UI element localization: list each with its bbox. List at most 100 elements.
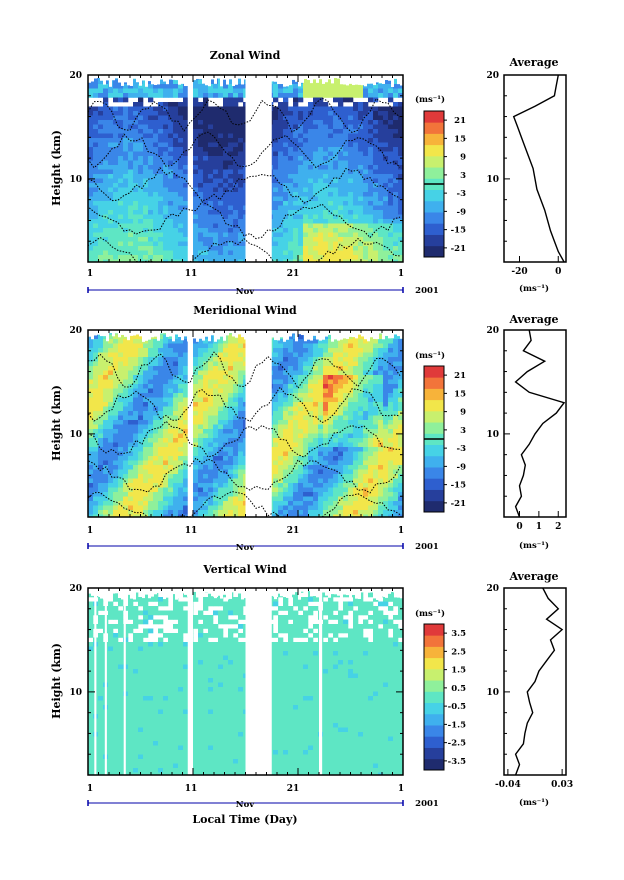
heatmap-cell	[168, 506, 173, 511]
heatmap-cell	[148, 89, 153, 94]
heatmap-cell	[293, 353, 298, 358]
heatmap-cell	[178, 353, 183, 358]
heatmap-cell	[283, 233, 288, 238]
heatmap-cell	[153, 192, 158, 197]
heatmap-cell	[183, 362, 188, 367]
heatmap-cell	[373, 165, 378, 170]
heatmap-cell	[353, 156, 358, 161]
heatmap-cell	[343, 233, 348, 238]
heatmap-cell	[308, 357, 313, 362]
heatmap-cell	[303, 506, 308, 511]
heatmap-cell	[223, 143, 228, 148]
heatmap-cell	[238, 255, 243, 260]
heatmap-cell	[348, 219, 353, 224]
heatmap-cell	[303, 242, 308, 247]
heatmap-cell	[168, 156, 173, 161]
heatmap-cell	[273, 251, 278, 256]
heatmap-cell	[138, 233, 143, 238]
heatmap-cell	[183, 393, 188, 398]
heatmap-cell	[128, 228, 133, 233]
heatmap-cell	[143, 461, 148, 466]
heatmap-cell	[378, 197, 383, 202]
heatmap-cell	[143, 197, 148, 202]
heatmap-cell	[393, 233, 398, 238]
heatmap-cell	[168, 174, 173, 179]
heatmap-cell	[358, 120, 363, 125]
heatmap-cell	[233, 197, 238, 202]
heatmap-cell	[388, 233, 393, 238]
heatmap-cell	[288, 366, 293, 371]
heatmap-cell	[143, 501, 148, 506]
meridional-wind-heatmap	[88, 330, 403, 519]
heatmap-cell	[213, 188, 218, 193]
heatmap-cell	[233, 174, 238, 179]
heatmap-cell	[173, 89, 178, 94]
heatmap-cell	[208, 125, 213, 130]
heatmap-cell	[228, 89, 233, 94]
heatmap-cell	[368, 210, 373, 215]
heatmap-cell	[128, 402, 133, 407]
heatmap-cell	[183, 210, 188, 215]
heatmap-cell	[148, 393, 153, 398]
heatmap-cell	[108, 425, 113, 430]
heatmap-cell	[323, 210, 328, 215]
heatmap-cell	[213, 84, 218, 89]
heatmap-cell	[108, 188, 113, 193]
heatmap-missing-top	[355, 75, 358, 85]
heatmap-missing-top	[163, 75, 166, 82]
heatmap-cell	[158, 246, 163, 251]
heatmap-cell	[133, 474, 138, 479]
heatmap-cell	[313, 420, 318, 425]
heatmap-cell	[178, 474, 183, 479]
heatmap-cell	[278, 165, 283, 170]
heatmap-cell	[158, 447, 163, 452]
heatmap-cell	[333, 179, 338, 184]
heatmap-cell	[108, 201, 113, 206]
heatmap-cell	[323, 348, 328, 353]
heatmap-cell	[348, 111, 353, 116]
heatmap-cell	[123, 348, 128, 353]
heatmap-cell	[228, 93, 233, 98]
heatmap-cell	[218, 246, 223, 251]
heatmap-cell	[133, 197, 138, 202]
heatmap-cell	[358, 192, 363, 197]
heatmap-cell	[338, 357, 343, 362]
heatmap-cell	[293, 156, 298, 161]
heatmap-cell	[213, 447, 218, 452]
heatmap-cell	[378, 156, 383, 161]
heatmap-cell	[323, 483, 328, 488]
colorbar-tick-label: 3	[460, 171, 466, 181]
heatmap-cell	[88, 366, 93, 371]
heatmap-cell	[193, 483, 198, 488]
heatmap-cell	[293, 438, 298, 443]
heatmap-cell	[353, 174, 358, 179]
heatmap-cell	[228, 456, 233, 461]
heatmap-cell	[328, 393, 333, 398]
heatmap-cell	[143, 138, 148, 143]
heatmap-missing-top	[220, 75, 223, 86]
heatmap-missing-top	[331, 75, 334, 83]
heatmap-cell	[308, 210, 313, 215]
heatmap-cell	[223, 416, 228, 421]
heatmap-missing-top	[178, 75, 181, 85]
zonal-ytick-10: 10	[69, 175, 82, 185]
heatmap-cell	[208, 107, 213, 112]
heatmap-cell	[138, 165, 143, 170]
heatmap-cell	[118, 188, 123, 193]
heatmap-cell	[88, 143, 93, 148]
heatmap-cell	[323, 447, 328, 452]
heatmap-cell	[378, 237, 383, 242]
heatmap-cell	[103, 474, 108, 479]
heatmap-cell	[298, 510, 303, 515]
heatmap-cell	[318, 134, 323, 139]
heatmap-cell	[88, 425, 93, 430]
heatmap-cell	[228, 465, 233, 470]
heatmap-cell	[308, 152, 313, 157]
heatmap-cell	[318, 434, 323, 439]
heatmap-cell	[273, 125, 278, 130]
heatmap-cell	[98, 380, 103, 385]
heatmap-cell	[103, 210, 108, 215]
heatmap-cell	[128, 470, 133, 475]
heatmap-cell	[103, 206, 108, 211]
heatmap-cell	[138, 192, 143, 197]
